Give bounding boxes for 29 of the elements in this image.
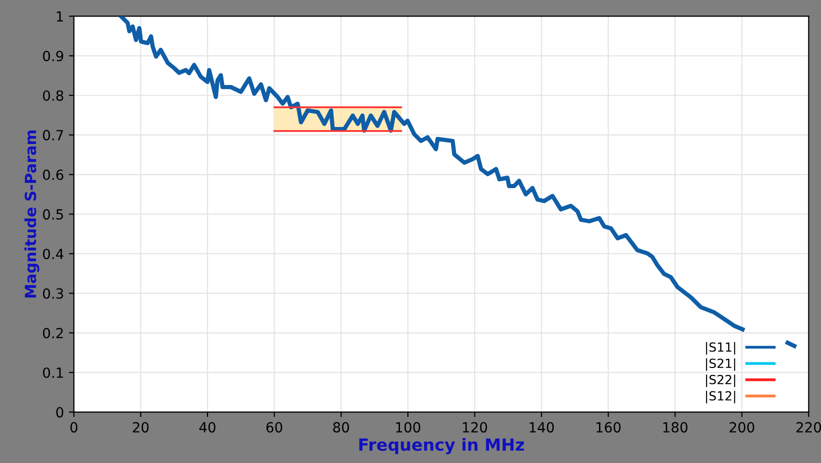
legend-label: |S21| bbox=[706, 358, 736, 371]
y-axis-title: Magnitude S-Param bbox=[24, 130, 40, 298]
y-tick-label: 0.2 bbox=[42, 328, 63, 338]
x-tick-label: 80 bbox=[333, 422, 349, 433]
y-tick-label: 0.5 bbox=[42, 209, 63, 220]
y-tick-label: 0 bbox=[56, 407, 64, 418]
y-tick-label: 0.8 bbox=[42, 90, 64, 101]
x-tick-label: 60 bbox=[266, 422, 282, 433]
y-tick-label: 0.6 bbox=[42, 170, 64, 180]
x-tick-label: 200 bbox=[730, 422, 754, 433]
x-tick-label: 140 bbox=[530, 422, 554, 433]
x-tick-label: 0 bbox=[70, 422, 78, 433]
x-tick-label: 40 bbox=[199, 422, 216, 433]
legend-label: |S11| bbox=[706, 342, 736, 355]
x-tick-label: 220 bbox=[796, 422, 821, 433]
y-tick-label: 0.9 bbox=[42, 50, 64, 62]
y-tick-label: 0.3 bbox=[42, 288, 64, 299]
legend-label: |S12| bbox=[706, 390, 736, 404]
x-tick-label: 20 bbox=[132, 422, 149, 433]
legend-label: |S22| bbox=[706, 374, 736, 388]
x-tick-label: 160 bbox=[596, 422, 621, 433]
x-tick-label: 180 bbox=[663, 422, 688, 433]
y-tick-label: 1 bbox=[56, 11, 63, 22]
x-tick-label: 120 bbox=[462, 422, 488, 433]
x-tick-label: 100 bbox=[396, 422, 420, 433]
y-tick-label: 0.7 bbox=[42, 130, 63, 140]
x-axis-title: Frequency in MHz bbox=[359, 438, 524, 454]
y-tick-label: 0.1 bbox=[42, 367, 63, 378]
y-tick-label: 0.4 bbox=[42, 248, 64, 260]
